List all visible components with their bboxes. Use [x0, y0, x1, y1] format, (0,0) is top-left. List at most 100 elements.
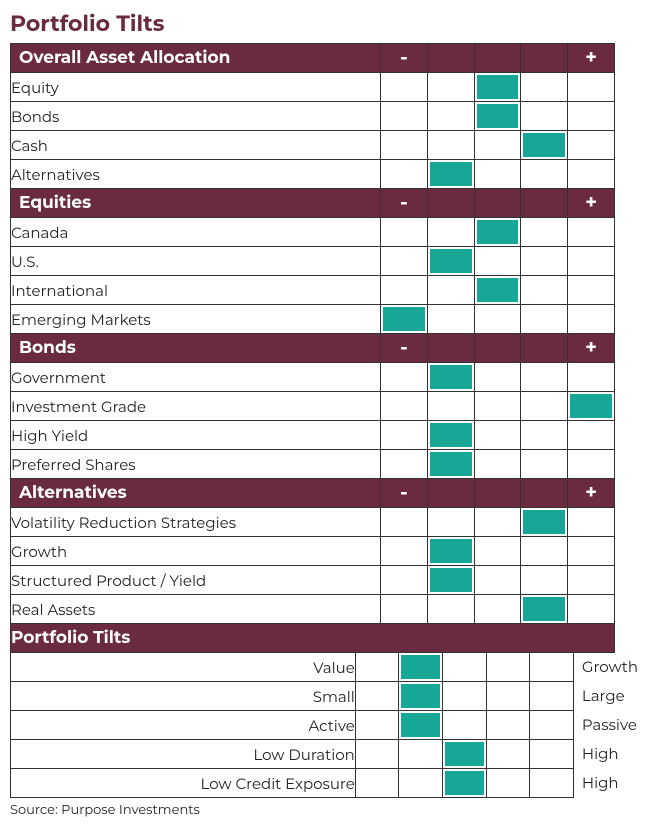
tilt-marker	[399, 653, 443, 682]
tilt-cell	[355, 769, 399, 798]
tilt-cell	[521, 450, 568, 479]
row-label: Bonds	[11, 102, 381, 131]
tilt-cell	[427, 131, 474, 160]
tilt-marker	[399, 711, 443, 740]
tilts-sections-table: Overall Asset Allocation-+EquityBondsCas…	[10, 43, 615, 624]
table-row: High Yield	[11, 421, 615, 450]
row-label: Alternatives	[11, 160, 381, 189]
table-row: Value	[11, 653, 574, 682]
tilt-cell	[474, 595, 521, 624]
header-blank	[521, 479, 568, 508]
tilt-cell	[568, 508, 615, 537]
table-row: Canada	[11, 218, 615, 247]
tilt-cell	[568, 305, 615, 334]
tilt-cell	[443, 711, 487, 740]
plus-icon: +	[568, 189, 615, 218]
table-row: International	[11, 276, 615, 305]
tilt-cell	[568, 73, 615, 102]
row-label: Volatility Reduction Strategies	[11, 508, 381, 537]
row-label: Investment Grade	[11, 392, 381, 421]
plus-icon: +	[568, 334, 615, 363]
tilt-cell	[381, 276, 428, 305]
section-header-label: Portfolio Tilts	[11, 624, 615, 653]
page-title: Portfolio Tilts	[10, 10, 638, 37]
tilt-cell	[381, 131, 428, 160]
section-header: Equities-+	[11, 189, 615, 218]
section-header-label: Overall Asset Allocation	[11, 44, 381, 73]
table-row: Alternatives	[11, 160, 615, 189]
row-label: Government	[11, 363, 381, 392]
tilt-cell	[486, 740, 530, 769]
row-label: International	[11, 276, 381, 305]
tilt-cell	[568, 566, 615, 595]
tilt-marker	[443, 769, 487, 798]
table-row: Cash	[11, 131, 615, 160]
tilt-cell	[530, 653, 574, 682]
tilt-cell	[530, 740, 574, 769]
tilt-cell	[474, 131, 521, 160]
tilt-cell	[443, 682, 487, 711]
row-label: U.S.	[11, 247, 381, 276]
section-header: Alternatives-+	[11, 479, 615, 508]
tilt-cell	[568, 131, 615, 160]
tilt-marker	[427, 247, 474, 276]
tilt-cell	[381, 595, 428, 624]
tilt-marker	[521, 595, 568, 624]
tilt-marker	[427, 566, 474, 595]
plus-icon: +	[568, 44, 615, 73]
tilt-cell	[381, 421, 428, 450]
header-blank	[474, 479, 521, 508]
tilt-marker	[427, 537, 474, 566]
row-label: Emerging Markets	[11, 305, 381, 334]
tilt-cell	[355, 740, 399, 769]
header-blank	[474, 44, 521, 73]
table-row: Emerging Markets	[11, 305, 615, 334]
tilt-cell	[381, 363, 428, 392]
tilt-cell	[381, 160, 428, 189]
tilt-marker	[568, 392, 615, 421]
tilt-marker	[381, 305, 428, 334]
tilt-cell	[381, 218, 428, 247]
header-blank	[427, 479, 474, 508]
section-header-portfolio-tilts: Portfolio Tilts	[11, 624, 615, 653]
header-blank	[474, 189, 521, 218]
table-row: Low Credit Exposure	[11, 769, 574, 798]
tilt-marker	[521, 131, 568, 160]
tilt-left-label: Active	[11, 711, 356, 740]
tilt-cell	[474, 537, 521, 566]
header-blank	[427, 44, 474, 73]
tilt-marker	[521, 508, 568, 537]
tilt-cell	[355, 682, 399, 711]
row-label: Growth	[11, 537, 381, 566]
tilt-cell	[486, 653, 530, 682]
tilt-right-label: Large	[574, 681, 638, 710]
tilt-cell	[521, 160, 568, 189]
tilt-cell	[474, 566, 521, 595]
source-text: Source: Purpose Investments	[10, 802, 638, 818]
tilt-cell	[521, 247, 568, 276]
tilt-cell	[381, 392, 428, 421]
minus-icon: -	[381, 479, 428, 508]
tilt-cell	[427, 102, 474, 131]
tilt-cell	[568, 595, 615, 624]
tilt-marker	[427, 363, 474, 392]
table-row: U.S.	[11, 247, 615, 276]
tilt-right-label: High	[574, 739, 638, 768]
tilt-cell	[474, 392, 521, 421]
tilt-marker	[427, 160, 474, 189]
table-row: Volatility Reduction Strategies	[11, 508, 615, 537]
table-row: Active	[11, 711, 574, 740]
tilt-cell	[568, 537, 615, 566]
tilt-cell	[381, 450, 428, 479]
tilt-cell	[521, 566, 568, 595]
tilt-marker	[443, 740, 487, 769]
tilt-cell	[474, 450, 521, 479]
tilt-cell	[568, 218, 615, 247]
tilt-cell	[399, 769, 443, 798]
tilt-cell	[381, 73, 428, 102]
tilt-cell	[381, 566, 428, 595]
header-blank	[474, 334, 521, 363]
tilt-cell	[474, 363, 521, 392]
tilt-cell	[530, 769, 574, 798]
table-row: Preferred Shares	[11, 450, 615, 479]
